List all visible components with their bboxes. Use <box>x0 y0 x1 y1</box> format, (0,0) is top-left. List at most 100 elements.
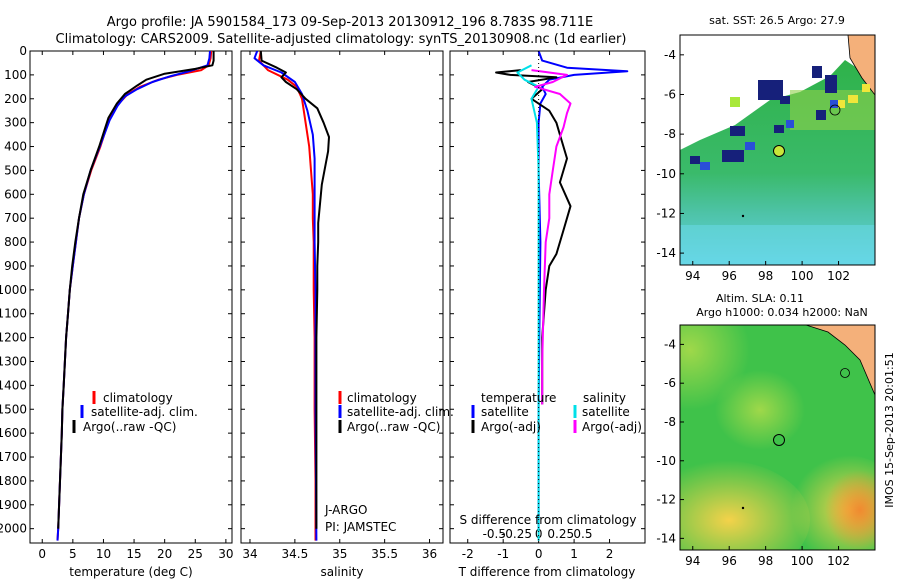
depth-tick-label: 1100 <box>0 307 27 321</box>
difference-xlabel: T difference from climatology <box>458 565 636 579</box>
x-tick-label: 36 <box>422 547 437 561</box>
legend-label-s-argo: Argo(-adj) <box>582 420 642 434</box>
s-diff-tick-label: 0.25 <box>547 527 574 541</box>
map-y-tick-label: -4 <box>664 337 676 351</box>
salinity-series <box>253 51 330 541</box>
legend-label-argo: Argo(..raw -QC) <box>347 420 440 434</box>
legend-label-satellite: satellite-adj. clim. <box>347 405 454 419</box>
s-diff-tick-label: -0.5 <box>483 527 506 541</box>
depth-tick-label: 0 <box>19 44 27 58</box>
depth-tick-label: 800 <box>4 235 27 249</box>
sst-profile-marker <box>773 145 785 157</box>
legend-label-climatology: climatology <box>347 391 417 405</box>
x-tick-label: -1 <box>497 547 509 561</box>
sla-land <box>805 325 875 396</box>
x-tick-label: 34.5 <box>282 547 309 561</box>
legend-title-temperature: temperature <box>481 391 556 405</box>
depth-tick-label: 1900 <box>0 498 27 512</box>
depth-tick-label: 1500 <box>0 402 27 416</box>
map-y-tick-label: -14 <box>656 246 676 260</box>
sla-yellow-patch <box>680 460 810 550</box>
map-y-tick-label: -4 <box>664 48 676 62</box>
sst-cool-band <box>680 225 875 265</box>
difference-legend: temperature salinity satellite Argo(-adj… <box>471 391 642 434</box>
map-x-tick-label: 98 <box>758 554 773 568</box>
sla-profile-marker <box>773 434 785 446</box>
depth-tick-label: 400 <box>4 140 27 154</box>
salinity-legend: climatology satellite-adj. clim. Argo(..… <box>324 391 454 534</box>
series-line <box>537 51 629 529</box>
x-tick-label: 35 <box>332 547 347 561</box>
x-tick-label: 1 <box>570 547 578 561</box>
depth-tick-label: 900 <box>4 259 27 273</box>
map-y-tick-label: -8 <box>664 415 676 429</box>
depth-tick-label: 1600 <box>0 426 27 440</box>
difference-xlabel-salinity: S difference from climatology <box>460 513 637 527</box>
map-x-tick-label: 96 <box>722 554 737 568</box>
sla-map-axis: 94 96 98 100 102 -4 -6 -8 -10 -12 -14 <box>656 337 850 568</box>
sst-map <box>680 35 875 265</box>
legend-title-salinity: salinity <box>583 391 626 405</box>
x-tick-label: 0 <box>535 547 543 561</box>
map-x-tick-label: 94 <box>685 554 700 568</box>
depth-axis: 0 100 200 300 400 500 600 700 800 900 1000 1100 1200… <box>0 44 645 536</box>
series-line <box>57 51 215 529</box>
sst-other-float <box>741 214 745 218</box>
depth-tick-label: 200 <box>4 92 27 106</box>
map-y-tick-label: -10 <box>656 167 676 181</box>
salinity-axis: 34 34.5 35 35.5 36 <box>242 51 437 561</box>
sst-warm-band <box>790 90 875 130</box>
x-tick-label: 20 <box>157 547 172 561</box>
map-x-tick-label: 102 <box>827 269 850 283</box>
legend-label-satellite: satellite-adj. clim. <box>91 405 198 419</box>
x-tick-label: 2 <box>606 547 614 561</box>
series-line <box>56 51 213 541</box>
salinity-panel <box>240 50 444 544</box>
side-stamp: IMOS 15-Sep-2013 20:01:51 <box>883 352 896 507</box>
map-y-tick-label: -12 <box>656 206 676 220</box>
x-tick-label: 15 <box>126 547 141 561</box>
s-diff-tick-label: 0.5 <box>573 527 592 541</box>
series-line <box>516 64 540 541</box>
temperature-legend: climatology satellite-adj. clim. Argo(..… <box>72 391 198 434</box>
map-y-tick-label: -14 <box>656 531 676 545</box>
map-x-tick-label: 94 <box>685 269 700 283</box>
depth-tick-label: 700 <box>4 211 27 225</box>
sla-other-float <box>741 506 745 510</box>
x-tick-label: 25 <box>188 547 203 561</box>
temperature-xlabel: temperature (deg C) <box>69 565 192 579</box>
series-line <box>531 69 572 405</box>
sla-map-title-2: Argo h1000: 0.034 h2000: NaN <box>696 306 868 319</box>
header-subtitle: Climatology: CARS2009. Satellite-adjuste… <box>56 32 627 47</box>
x-tick-label: -2 <box>462 547 474 561</box>
map-x-tick-label: 102 <box>827 554 850 568</box>
sla-map-frame <box>679 324 876 551</box>
map-y-tick-label: -10 <box>656 454 676 468</box>
s-diff-tick-label: -0.25 <box>501 527 532 541</box>
sla-map <box>680 325 875 550</box>
depth-tick-label: 600 <box>4 187 27 201</box>
legend-label-climatology: climatology <box>103 391 173 405</box>
float-program: J-ARGO <box>324 503 367 517</box>
temperature-panel <box>29 50 233 544</box>
depth-tick-label: 2000 <box>0 522 27 536</box>
series-line <box>56 51 211 541</box>
series-line <box>495 69 572 405</box>
depth-tick-label: 1300 <box>0 354 27 368</box>
difference-panel <box>449 50 646 544</box>
temperature-axis: 0 5 10 15 20 25 30 <box>38 51 234 561</box>
depth-tick-label: 300 <box>4 116 27 130</box>
depth-tick-label: 1400 <box>0 378 27 392</box>
map-x-tick-label: 100 <box>791 554 814 568</box>
depth-tick-label: 1200 <box>0 331 27 345</box>
header-title: Argo profile: JA 5901584_173 09-Sep-2013… <box>107 15 593 30</box>
sst-map-frame <box>679 34 876 266</box>
map-x-tick-label: 100 <box>791 269 814 283</box>
map-y-tick-label: -12 <box>656 493 676 507</box>
series-line <box>253 51 318 541</box>
series-line <box>259 51 330 529</box>
map-x-tick-label: 96 <box>722 269 737 283</box>
x-tick-label: 0 <box>38 547 46 561</box>
series-line <box>258 51 317 541</box>
difference-series <box>495 51 629 541</box>
